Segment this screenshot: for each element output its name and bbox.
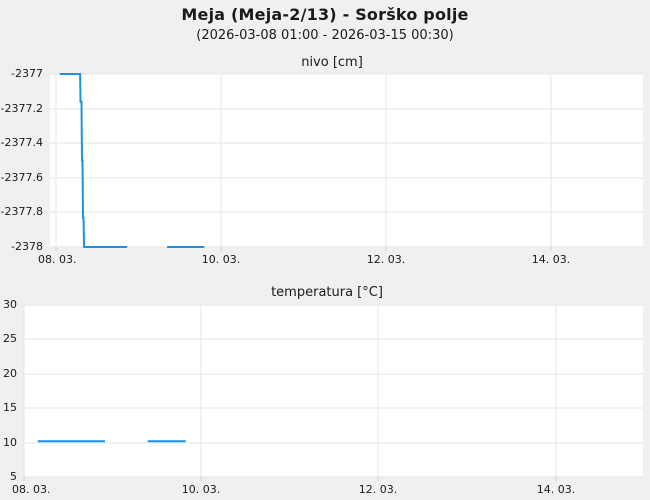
nivo-series-line (59, 73, 128, 248)
y-tick-label: 20 (3, 367, 17, 380)
nivo-chart-title: nivo [cm] (301, 55, 363, 70)
x-tick-label: 08. 03. (12, 483, 51, 496)
x-tick-label: 10. 03. (201, 253, 241, 266)
y-tick-label: 30 (3, 298, 17, 311)
y-tick-label: 5 (10, 470, 17, 483)
x-tick-label: 14. 03. (536, 483, 576, 496)
x-tick-label: 08. 03. (38, 253, 77, 266)
y-tick-label: 15 (3, 401, 17, 414)
y-tick-label: -2378 (11, 240, 43, 253)
y-tick-label: -2377 (11, 67, 43, 80)
y-tick-label: -2377.8 (0, 205, 43, 218)
x-tick-label: 14. 03. (531, 253, 571, 266)
y-tick-label: -2377.2 (0, 102, 43, 115)
y-tick-label: 25 (3, 332, 17, 345)
nivo-chart-svg (50, 73, 643, 251)
y-tick-label: -2377.6 (0, 171, 43, 184)
temperatura-chart-title: temperatura [°C] (271, 285, 383, 300)
plot-background (24, 305, 643, 477)
page-title: Meja (Meja-2/13) - Sorško polje (181, 5, 469, 24)
y-tick-label: -2377.4 (0, 136, 43, 149)
x-tick-label: 12. 03. (358, 483, 398, 496)
x-tick-label: 12. 03. (366, 253, 406, 266)
x-tick-label: 10. 03. (181, 483, 221, 496)
y-tick-label: 10 (3, 436, 17, 449)
temperatura-chart-svg (23, 304, 643, 481)
page-subtitle: (2026-03-08 01:00 - 2026-03-15 00:30) (196, 28, 454, 43)
plot-background (50, 74, 643, 247)
